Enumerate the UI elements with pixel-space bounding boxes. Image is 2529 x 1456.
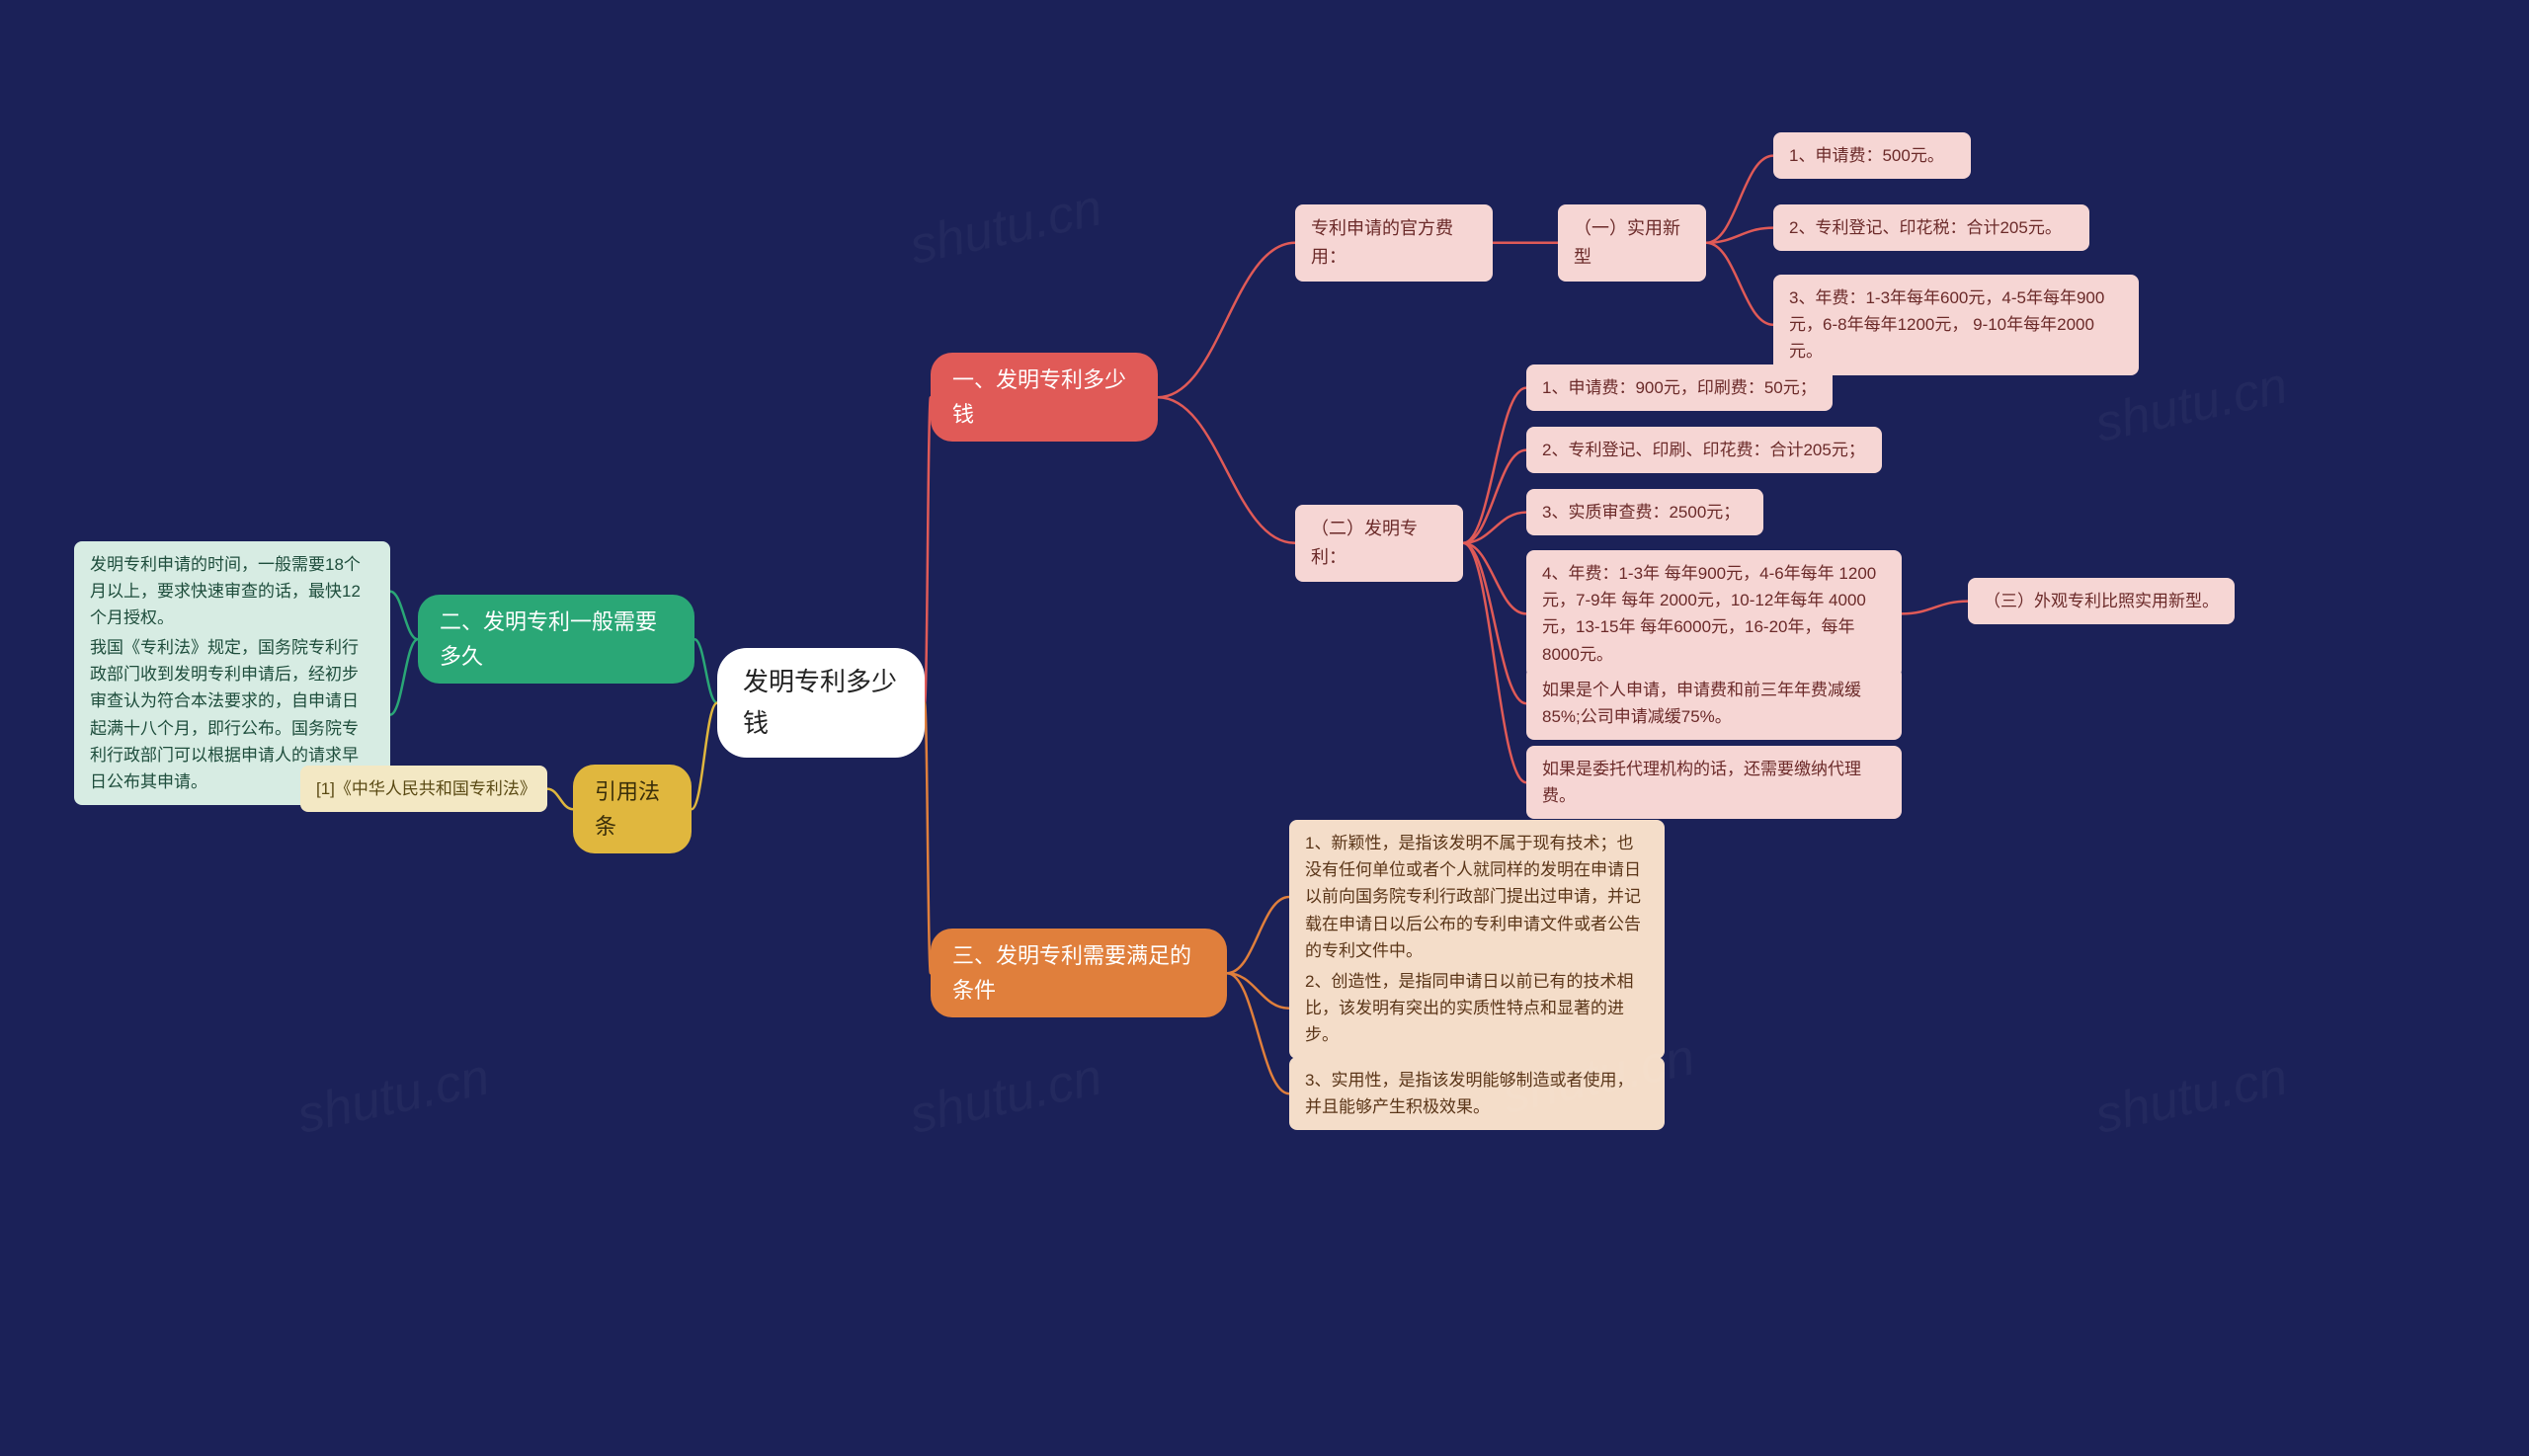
node-label: 3、实质审查费：2500元； xyxy=(1542,499,1740,526)
node-n4_2[interactable]: 2、创造性，是指同申请日以前已有的技术相比，该发明有突出的实质性特点和显著的进步… xyxy=(1289,958,1665,1059)
edge xyxy=(1902,602,1968,614)
node-n1a1[interactable]: （一）实用新型 xyxy=(1558,204,1706,282)
node-label: 三、发明专利需要满足的条件 xyxy=(952,938,1205,1008)
node-n1b_3[interactable]: 3、实质审查费：2500元； xyxy=(1526,489,1763,535)
edge xyxy=(1706,156,1773,243)
watermark: shutu.cn xyxy=(2090,1047,2293,1146)
node-label: 1、申请费：900元，印刷费：50元； xyxy=(1542,374,1817,401)
edge xyxy=(1463,513,1526,543)
node-label: 2、创造性，是指同申请日以前已有的技术相比，该发明有突出的实质性特点和显著的进步… xyxy=(1305,968,1649,1049)
edge xyxy=(390,592,418,639)
node-n3[interactable]: 引用法条 xyxy=(573,765,692,853)
edge xyxy=(390,639,418,714)
edge xyxy=(1158,397,1295,543)
edge xyxy=(1227,973,1289,1009)
edge xyxy=(1463,450,1526,543)
node-n1b[interactable]: （二）发明专利： xyxy=(1295,505,1463,582)
edge xyxy=(1463,543,1526,782)
node-n4_3[interactable]: 3、实用性，是指该发明能够制造或者使用，并且能够产生积极效果。 xyxy=(1289,1057,1665,1130)
node-label: 引用法条 xyxy=(595,774,670,844)
node-label: 如果是个人申请，申请费和前三年年费减缓85%;公司申请减缓75%。 xyxy=(1542,677,1886,730)
edge xyxy=(1463,543,1526,703)
watermark: shutu.cn xyxy=(905,178,1107,277)
watermark: shutu.cn xyxy=(292,1047,495,1146)
node-n1[interactable]: 一、发明专利多少钱 xyxy=(931,353,1158,442)
node-label: （一）实用新型 xyxy=(1574,214,1690,272)
edge xyxy=(1706,243,1773,325)
edge xyxy=(1227,973,1289,1093)
node-label: 2、专利登记、印刷、印花费：合计205元； xyxy=(1542,437,1865,463)
node-label: （三）外观专利比照实用新型。 xyxy=(1984,588,2219,614)
node-label: 1、申请费：500元。 xyxy=(1789,142,1944,169)
node-label: 如果是委托代理机构的话，还需要缴纳代理费。 xyxy=(1542,756,1886,809)
node-n1a[interactable]: 专利申请的官方费用： xyxy=(1295,204,1493,282)
node-label: 发明专利多少钱 xyxy=(743,662,899,744)
node-label: [1]《中华人民共和国专利法》 xyxy=(316,775,531,802)
node-n1a1_3[interactable]: 3、年费：1-3年每年600元，4-5年每年900元，6-8年每年1200元， … xyxy=(1773,275,2139,375)
edge xyxy=(925,703,931,974)
node-label: 二、发明专利一般需要多久 xyxy=(440,605,673,674)
node-n1b_4a[interactable]: （三）外观专利比照实用新型。 xyxy=(1968,578,2235,624)
node-n1b_5[interactable]: 如果是个人申请，申请费和前三年年费减缓85%;公司申请减缓75%。 xyxy=(1526,667,1902,740)
node-label: 3、实用性，是指该发明能够制造或者使用，并且能够产生积极效果。 xyxy=(1305,1067,1649,1120)
node-label: 3、年费：1-3年每年600元，4-5年每年900元，6-8年每年1200元， … xyxy=(1789,284,2123,365)
node-n2[interactable]: 二、发明专利一般需要多久 xyxy=(418,595,694,684)
node-label: 2、专利登记、印花税：合计205元。 xyxy=(1789,214,2062,241)
node-label: 4、年费：1-3年 每年900元，4-6年每年 1200元，7-9年 每年 20… xyxy=(1542,560,1886,668)
edge xyxy=(1463,388,1526,543)
node-n1a1_2[interactable]: 2、专利登记、印花税：合计205元。 xyxy=(1773,204,2089,251)
edge xyxy=(925,397,931,702)
watermark: shutu.cn xyxy=(905,1047,1107,1146)
edge xyxy=(692,703,717,810)
edge xyxy=(694,639,717,702)
node-label: 专利申请的官方费用： xyxy=(1311,214,1477,272)
node-n3_1[interactable]: [1]《中华人民共和国专利法》 xyxy=(300,766,547,812)
node-label: 1、新颖性，是指该发明不属于现有技术；也没有任何单位或者个人就同样的发明在申请日… xyxy=(1305,830,1649,964)
edge xyxy=(1158,243,1295,397)
edge xyxy=(547,789,573,810)
node-root[interactable]: 发明专利多少钱 xyxy=(717,648,925,758)
node-n1a1_1[interactable]: 1、申请费：500元。 xyxy=(1773,132,1971,179)
node-n1b_2[interactable]: 2、专利登记、印刷、印花费：合计205元； xyxy=(1526,427,1882,473)
node-n1b_1[interactable]: 1、申请费：900元，印刷费：50元； xyxy=(1526,364,1833,411)
edge xyxy=(1463,543,1526,614)
edge xyxy=(1706,228,1773,243)
node-n4[interactable]: 三、发明专利需要满足的条件 xyxy=(931,929,1227,1017)
node-n4_1[interactable]: 1、新颖性，是指该发明不属于现有技术；也没有任何单位或者个人就同样的发明在申请日… xyxy=(1289,820,1665,974)
node-label: 发明专利申请的时间，一般需要18个月以上，要求快速审查的话，最快12个月授权。 xyxy=(90,551,374,632)
edge xyxy=(1227,897,1289,973)
node-n1b_6[interactable]: 如果是委托代理机构的话，还需要缴纳代理费。 xyxy=(1526,746,1902,819)
node-label: 一、发明专利多少钱 xyxy=(952,363,1136,432)
node-n1b_4[interactable]: 4、年费：1-3年 每年900元，4-6年每年 1200元，7-9年 每年 20… xyxy=(1526,550,1902,678)
node-label: （二）发明专利： xyxy=(1311,515,1447,572)
